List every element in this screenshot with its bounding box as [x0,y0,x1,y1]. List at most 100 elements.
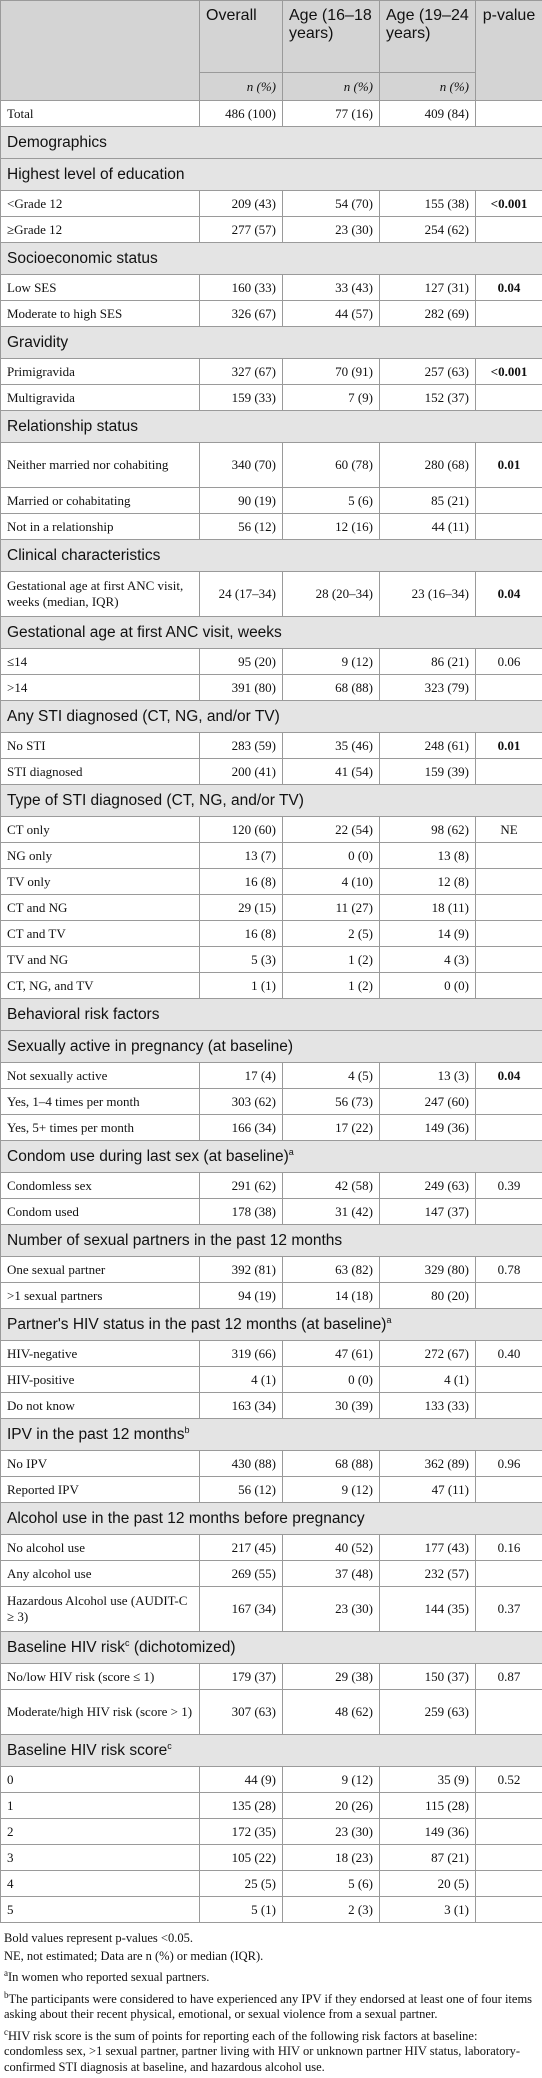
cell-value: 47 (11) [379,1476,476,1503]
row-label: CT and TV [0,920,200,947]
cell-value: 77 (16) [282,100,380,127]
section-row: Alcohol use in the past 12 months before… [0,1502,542,1535]
cell-value: 25 (5) [199,1870,283,1897]
data-row: TV and NG 5 (3) 1 (2) 4 (3) [0,946,542,973]
cell-value: 80 (20) [379,1282,476,1309]
row-label: Hazardous Alcohol use (AUDIT-C ≥ 3) [0,1586,200,1632]
row-label: Do not know [0,1392,200,1419]
cell-value: 1 (1) [199,972,283,999]
data-row: Moderate/high HIV risk (score > 1) 307 (6… [0,1689,542,1735]
section-label: Type of STI diagnosed (CT, NG, and/or TV… [0,784,542,817]
section-row: Type of STI diagnosed (CT, NG, and/or TV… [0,784,542,817]
footnote: aIn women who reported sexual partners. [4,1966,538,1986]
p-value: 0.40 [475,1340,542,1367]
row-label: Condom used [0,1198,200,1225]
data-row: NG only 13 (7) 0 (0) 13 (8) [0,842,542,869]
cell-value: 4 (1) [379,1366,476,1393]
cell-value: 159 (39) [379,758,476,785]
p-value [475,1560,542,1587]
p-value [475,972,542,999]
section-row: Partner's HIV status in the past 12 mont… [0,1308,542,1341]
section-label: Baseline HIV risk scorec [0,1734,542,1767]
cell-value: 280 (68) [379,442,476,488]
row-label: 5 [0,1896,200,1923]
data-row: HIV-positive 4 (1) 0 (0) 4 (1) [0,1366,542,1393]
section-row: Number of sexual partners in the past 12… [0,1224,542,1257]
section-text: Behavioral risk factors [7,1005,160,1023]
row-label: Yes, 1–4 times per month [0,1088,200,1115]
section-text: IPV in the past 12 months [7,1426,185,1444]
cell-value: 282 (69) [379,300,476,327]
cell-value: 56 (12) [199,1476,283,1503]
cell-value: 257 (63) [379,358,476,385]
footnote: cHIV risk score is the sum of points for… [4,2025,538,2076]
cell-value: 16 (8) [199,868,283,895]
row-label: CT only [0,816,200,843]
data-row: Condomless sex 291 (62) 42 (58) 249 (63) 0.3… [0,1172,542,1199]
table-head: Overall Age (16–18 years) Age (19–24 years… [0,0,542,101]
section-text: Sexually active in pregnancy (at baselin… [7,1037,294,1055]
cell-value: 60 (78) [282,442,380,488]
data-row: Hazardous Alcohol use (AUDIT-C ≥ 3) 167 (… [0,1586,542,1632]
p-value [475,946,542,973]
cell-value: 329 (80) [379,1256,476,1283]
cell-value: 87 (21) [379,1844,476,1871]
cell-value: 9 (12) [282,1766,380,1793]
cell-value: 23 (30) [282,216,380,243]
cell-value: 149 (36) [379,1818,476,1845]
p-value: 0.06 [475,648,542,675]
cell-value: 94 (19) [199,1282,283,1309]
section-row: Clinical characteristics [0,539,542,572]
section-row: Relationship status [0,410,542,443]
data-row: Low SES 160 (33) 33 (43) 127 (31) 0.04 [0,274,542,301]
data-row: Multigravida 159 (33) 7 (9) 152 (37) [0,384,542,411]
header-row: Overall Age (16–18 years) Age (19–24 years… [0,0,542,101]
cell-value: 35 (9) [379,1766,476,1793]
footnote-marker: c [125,1637,130,1648]
row-label: Not sexually active [0,1062,200,1089]
section-label: Sexually active in pregnancy (at baselin… [0,1030,542,1063]
data-row: STI diagnosed 200 (41) 41 (54) 159 (39) [0,758,542,785]
data-row: CT only 120 (60) 22 (54) 98 (62) NE [0,816,542,843]
section-text: Number of sexual partners in the past 12… [7,1231,343,1249]
cell-value: 44 (11) [379,513,476,540]
footnote-marker: a [386,1314,392,1325]
subheader-row: n (%) n (%) n (%) [1,72,542,101]
data-row: Condom used 178 (38) 31 (42) 147 (37) [0,1198,542,1225]
cell-value: 24 (17–34) [199,571,283,617]
row-label: Neither married nor cohabiting [0,442,200,488]
cell-value: 48 (62) [282,1689,380,1735]
cell-value: 13 (8) [379,842,476,869]
cell-value: 150 (37) [379,1663,476,1690]
p-value: 0.52 [475,1766,542,1793]
p-value [475,216,542,243]
cell-value: 17 (4) [199,1062,283,1089]
p-value: 0.96 [475,1450,542,1477]
section-label: Any STI diagnosed (CT, NG, and/or TV) [0,700,542,733]
section-label: Behavioral risk factors [0,998,542,1031]
section-text: Socioeconomic status [7,249,158,267]
cell-value: 68 (88) [282,674,380,701]
cell-value: 95 (20) [199,648,283,675]
data-row: No STI 283 (59) 35 (46) 248 (61) 0.01 [0,732,542,759]
cell-value: 0 (0) [282,1366,380,1393]
p-value [475,1792,542,1819]
cell-value: 272 (67) [379,1340,476,1367]
cell-value: 163 (34) [199,1392,283,1419]
p-value [475,1870,542,1897]
section-text: Partner's HIV status in the past 12 mont… [7,1316,387,1334]
cell-value: 135 (28) [199,1792,283,1819]
row-label: HIV-positive [0,1366,200,1393]
section-text: Highest level of education [7,165,185,183]
footnote-marker: c [167,1740,172,1751]
cell-value: 40 (52) [282,1534,380,1561]
row-label: Any alcohol use [0,1560,200,1587]
p-value [475,300,542,327]
cell-value: 147 (37) [379,1198,476,1225]
p-value [475,1088,542,1115]
cell-value: 18 (11) [379,894,476,921]
p-value: 0.01 [475,732,542,759]
p-value: 0.39 [475,1172,542,1199]
p-value: 0.04 [475,571,542,617]
column-header: Overall [199,0,283,73]
